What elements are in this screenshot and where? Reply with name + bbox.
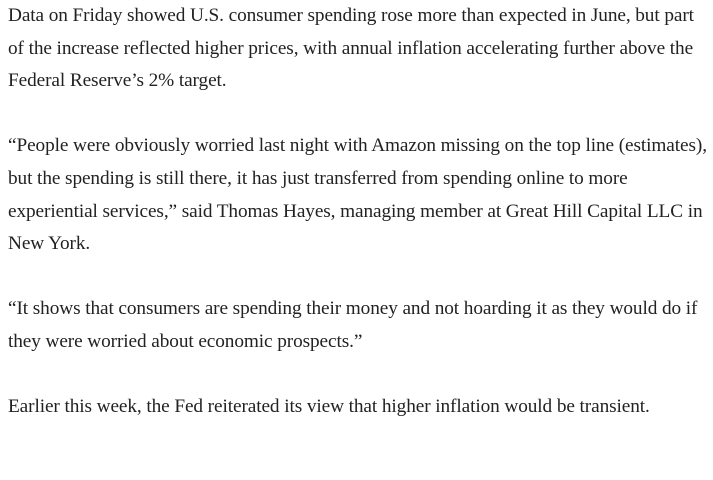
article-paragraph: Earlier this week, the Fed reiterated it… (8, 396, 650, 418)
article-paragraph: “People were obviously worried last nigh… (8, 135, 707, 255)
article-paragraph: Data on Friday showed U.S. consumer spen… (8, 5, 694, 92)
article-body: Data on Friday showed U.S. consumer spen… (8, 0, 708, 456)
article-paragraph: “It shows that consumers are spending th… (8, 298, 698, 352)
